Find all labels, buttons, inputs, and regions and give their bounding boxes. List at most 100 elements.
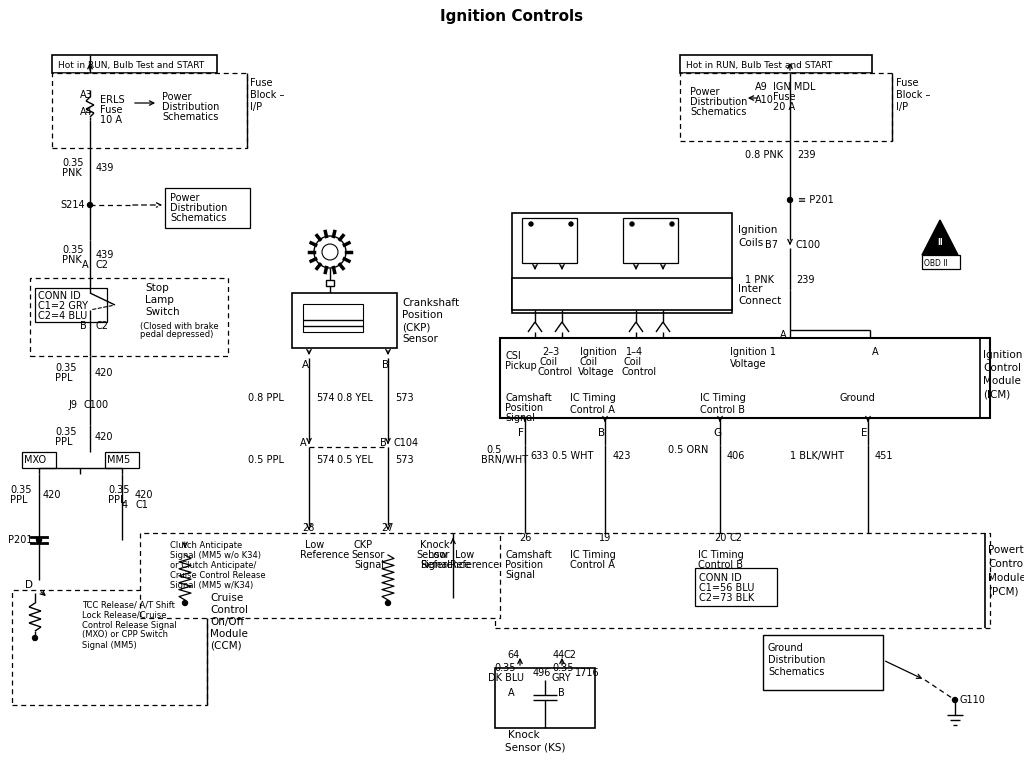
Text: A: A	[300, 438, 306, 448]
Text: 1–4: 1–4	[626, 347, 643, 357]
Circle shape	[670, 222, 674, 226]
Text: Lamp: Lamp	[145, 295, 174, 305]
Text: Fuse: Fuse	[250, 78, 272, 88]
Text: 239: 239	[796, 275, 814, 285]
Circle shape	[787, 198, 793, 203]
Text: IGN MDL: IGN MDL	[773, 82, 815, 92]
Text: Voltage: Voltage	[730, 359, 767, 369]
Text: A9: A9	[755, 82, 768, 92]
Text: On/Off: On/Off	[210, 617, 244, 627]
Text: 573: 573	[395, 393, 414, 403]
Text: ERLS: ERLS	[100, 95, 125, 105]
Text: Hot in RUN, Bulb Test and START: Hot in RUN, Bulb Test and START	[686, 61, 833, 69]
Text: Sensor (KS): Sensor (KS)	[505, 742, 565, 752]
Text: Coil: Coil	[580, 357, 598, 367]
Text: A: A	[302, 360, 309, 370]
Text: 451: 451	[874, 451, 894, 461]
Text: Position: Position	[402, 310, 442, 320]
Circle shape	[385, 601, 390, 605]
Text: B7: B7	[765, 240, 778, 250]
Text: BRN/WHT: BRN/WHT	[481, 455, 528, 465]
Text: Reference: Reference	[450, 560, 500, 570]
Text: 0.5: 0.5	[486, 445, 502, 455]
Text: Low: Low	[428, 550, 447, 560]
Text: 496: 496	[534, 668, 551, 678]
Text: GRY: GRY	[552, 673, 571, 683]
Text: A10: A10	[755, 95, 774, 105]
Text: Reference: Reference	[421, 560, 470, 570]
Bar	[695, 568, 777, 606]
Text: Powertrain: Powertrain	[988, 545, 1024, 555]
Text: Control: Control	[622, 367, 657, 377]
Text: Ignition: Ignition	[738, 225, 777, 235]
Bar	[512, 213, 732, 313]
Text: C2=4 BLU: C2=4 BLU	[38, 311, 87, 321]
Text: 19: 19	[599, 533, 611, 543]
Text: TCC Release/ A/T Shift: TCC Release/ A/T Shift	[82, 601, 175, 609]
Text: 0.5 PPL: 0.5 PPL	[248, 455, 284, 465]
Text: Connect: Connect	[738, 296, 781, 306]
Text: Module: Module	[983, 376, 1021, 386]
Bar	[30, 278, 228, 356]
Text: Ignition: Ignition	[580, 347, 616, 357]
Text: 20: 20	[714, 533, 726, 543]
Circle shape	[952, 697, 957, 703]
Text: B: B	[558, 688, 565, 698]
Text: Sensor: Sensor	[416, 550, 450, 560]
Text: Fuse: Fuse	[773, 92, 796, 102]
Text: Signal: Signal	[505, 413, 535, 423]
Text: Power: Power	[162, 92, 191, 102]
Text: Control: Control	[538, 367, 573, 377]
Text: A: A	[508, 688, 515, 698]
Text: IC Timing: IC Timing	[570, 393, 615, 403]
Bar	[512, 278, 732, 310]
Text: Signal (MM5): Signal (MM5)	[82, 640, 137, 650]
Text: 64: 64	[507, 650, 519, 660]
Text: B: B	[80, 321, 87, 331]
Text: E: E	[861, 428, 867, 438]
Text: Schematics: Schematics	[690, 107, 746, 117]
Text: CONN ID: CONN ID	[38, 291, 81, 301]
Text: Crankshaft: Crankshaft	[402, 298, 459, 308]
Text: Distribution: Distribution	[768, 655, 825, 665]
Text: Signal: Signal	[505, 570, 535, 580]
Text: Control Release Signal: Control Release Signal	[82, 621, 177, 629]
Text: Control A: Control A	[570, 560, 614, 570]
Text: 4: 4	[122, 500, 128, 510]
Text: Ignition Controls: Ignition Controls	[440, 9, 584, 23]
Text: Knock: Knock	[420, 540, 450, 550]
Text: Block –: Block –	[896, 90, 931, 100]
Text: C2: C2	[95, 321, 108, 331]
Text: OBD II: OBD II	[924, 259, 948, 267]
Text: 420: 420	[95, 368, 114, 378]
Bar	[495, 668, 595, 728]
Text: Control: Control	[988, 559, 1024, 569]
Text: 574: 574	[316, 393, 335, 403]
Text: Control: Control	[983, 363, 1021, 373]
Text: Distribution: Distribution	[690, 97, 748, 107]
Bar	[105, 452, 139, 468]
Text: Coil: Coil	[540, 357, 558, 367]
Circle shape	[87, 203, 92, 207]
Text: Ground: Ground	[768, 643, 804, 653]
Text: A: A	[872, 347, 879, 357]
Text: Switch: Switch	[145, 307, 179, 317]
Text: Stop: Stop	[145, 283, 169, 293]
Text: Sensor: Sensor	[351, 550, 384, 560]
Text: 1 BLK/WHT: 1 BLK/WHT	[790, 451, 844, 461]
Text: 1 PNK: 1 PNK	[745, 275, 774, 285]
Text: Block –: Block –	[250, 90, 285, 100]
Text: 26: 26	[519, 533, 531, 543]
Text: S214: S214	[60, 200, 85, 210]
Text: I/P: I/P	[250, 102, 262, 112]
Text: Low: Low	[305, 540, 325, 550]
Text: Signal (MM5 w/K34): Signal (MM5 w/K34)	[170, 580, 253, 590]
Bar	[326, 280, 334, 286]
Text: C100: C100	[83, 400, 109, 410]
Text: Ground: Ground	[840, 393, 876, 403]
Text: Inter: Inter	[738, 284, 763, 294]
Text: 0.5 YEL: 0.5 YEL	[337, 455, 373, 465]
Text: P201: P201	[8, 535, 33, 545]
Bar	[500, 338, 990, 418]
Text: Module: Module	[210, 629, 248, 639]
